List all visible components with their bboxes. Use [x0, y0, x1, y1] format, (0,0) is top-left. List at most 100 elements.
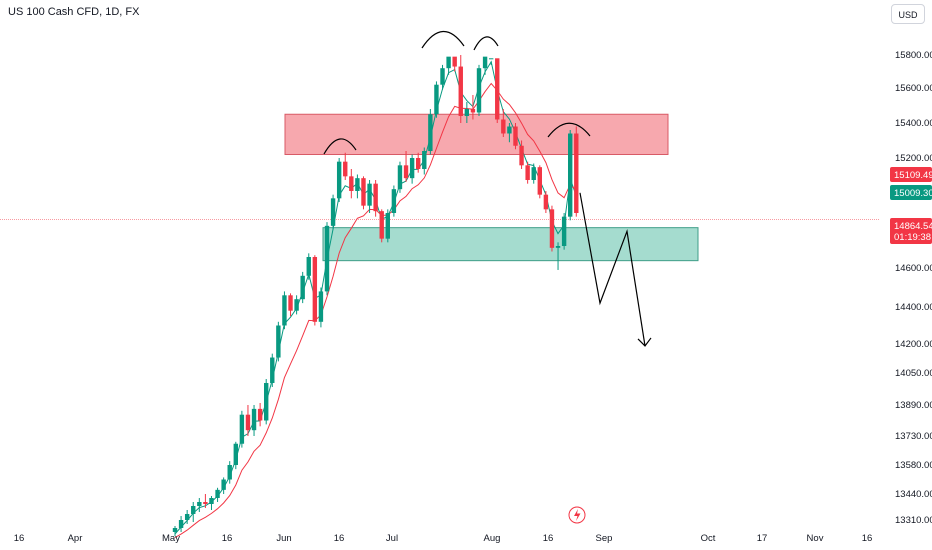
- candle-body: [385, 213, 390, 239]
- price-tick-label: 13730.00: [895, 431, 932, 442]
- candle-body: [495, 58, 500, 120]
- candle: [324, 222, 330, 296]
- candle: [574, 126, 579, 217]
- candle-body: [251, 408, 257, 431]
- candle: [251, 405, 257, 436]
- candle-body: [543, 194, 549, 210]
- candle-body: [391, 189, 397, 213]
- candle-body: [507, 126, 512, 134]
- candle: [203, 494, 208, 508]
- candle: [282, 291, 287, 330]
- price-tag-value: 14864.54: [894, 221, 932, 232]
- candle-body: [172, 528, 178, 532]
- time-tick-label: Sep: [596, 533, 613, 544]
- candle: [519, 140, 524, 169]
- candle-body: [409, 158, 415, 179]
- candle-body: [306, 257, 311, 276]
- time-tick-label: Apr: [68, 533, 83, 544]
- price-tag-bg: [890, 167, 932, 182]
- candle: [367, 180, 372, 213]
- candle-body: [379, 211, 384, 239]
- candle: [482, 56, 488, 75]
- candle-body: [343, 161, 348, 177]
- candle-body: [446, 56, 451, 69]
- candle: [270, 353, 275, 387]
- currency-button[interactable]: USD: [891, 4, 925, 24]
- candle: [537, 165, 542, 199]
- lightning-icon[interactable]: [568, 506, 586, 524]
- candle: [209, 496, 214, 510]
- pattern-arc: [323, 138, 357, 155]
- candle: [245, 405, 251, 436]
- candle: [452, 56, 457, 72]
- pattern-arc: [473, 36, 499, 51]
- candle-body: [440, 68, 445, 85]
- zones-layer: [284, 113, 699, 262]
- time-tick-label: Jul: [386, 533, 398, 544]
- candle: [416, 152, 421, 173]
- candle: [227, 461, 232, 484]
- time-tick-label: Nov: [807, 533, 824, 544]
- candle-body: [276, 325, 281, 358]
- time-tick-label: 16: [222, 533, 233, 544]
- candle-body: [537, 167, 542, 195]
- time-tick-label: Oct: [701, 533, 716, 544]
- candle-body: [336, 161, 342, 199]
- candle: [191, 502, 196, 522]
- price-axis: 15800.00 15600.00 15400.00 15200.00 14600.00…: [895, 50, 932, 526]
- candle-body: [452, 56, 457, 67]
- candle: [501, 109, 506, 137]
- candle: [470, 95, 476, 120]
- price-tick-label: 14200.00: [895, 339, 932, 350]
- candle: [178, 516, 184, 532]
- candle: [343, 152, 348, 180]
- projection-arrowhead: [637, 337, 652, 347]
- projection-path: [579, 192, 646, 346]
- candle-body: [422, 151, 427, 169]
- candle: [446, 56, 451, 75]
- candle-body: [397, 165, 403, 190]
- candle-body: [458, 66, 463, 116]
- candle-body: [555, 246, 561, 248]
- chart-title: US 100 Cash CFD, 1D, FX: [8, 6, 140, 18]
- time-axis: 16 Apr May 16 Jun 16 Jul Aug 16 Sep Oct 17 Nov 16: [14, 533, 873, 544]
- candle: [264, 379, 269, 425]
- candle-body: [488, 58, 494, 60]
- price-tag-countdown: 01:19:38: [894, 232, 931, 243]
- candle-body: [568, 133, 573, 217]
- price-tag: 15009.30: [890, 185, 932, 200]
- candle: [488, 58, 494, 65]
- candle: [555, 242, 561, 270]
- time-tick-label: Jun: [276, 533, 291, 544]
- candle: [525, 161, 530, 184]
- candle-body: [434, 84, 439, 115]
- candle: [397, 161, 403, 193]
- price-tick-label: 14050.00: [895, 368, 932, 379]
- candle: [355, 174, 360, 199]
- candle-body: [476, 68, 482, 113]
- candle-body: [257, 408, 263, 421]
- candle-body: [221, 479, 226, 490]
- candle-body: [215, 489, 220, 498]
- candle-body: [324, 225, 330, 292]
- candle-body: [501, 119, 506, 134]
- candle: [172, 526, 178, 536]
- candle-body: [355, 178, 360, 191]
- candle-body: [330, 198, 336, 226]
- candle: [239, 410, 245, 448]
- candle-body: [318, 291, 324, 322]
- candle: [197, 498, 202, 512]
- candle-body: [549, 209, 555, 248]
- price-tick-label: 15400.00: [895, 118, 932, 129]
- candle-body: [574, 133, 579, 213]
- price-tag-value: 15009.30: [894, 188, 932, 199]
- price-tag-bg: [890, 218, 932, 244]
- candle: [428, 109, 433, 155]
- candle: [507, 123, 512, 143]
- price-tick-label: 13890.00: [895, 400, 932, 411]
- candle-body: [282, 295, 287, 326]
- candle: [385, 209, 390, 243]
- time-tick-label: May: [162, 533, 180, 544]
